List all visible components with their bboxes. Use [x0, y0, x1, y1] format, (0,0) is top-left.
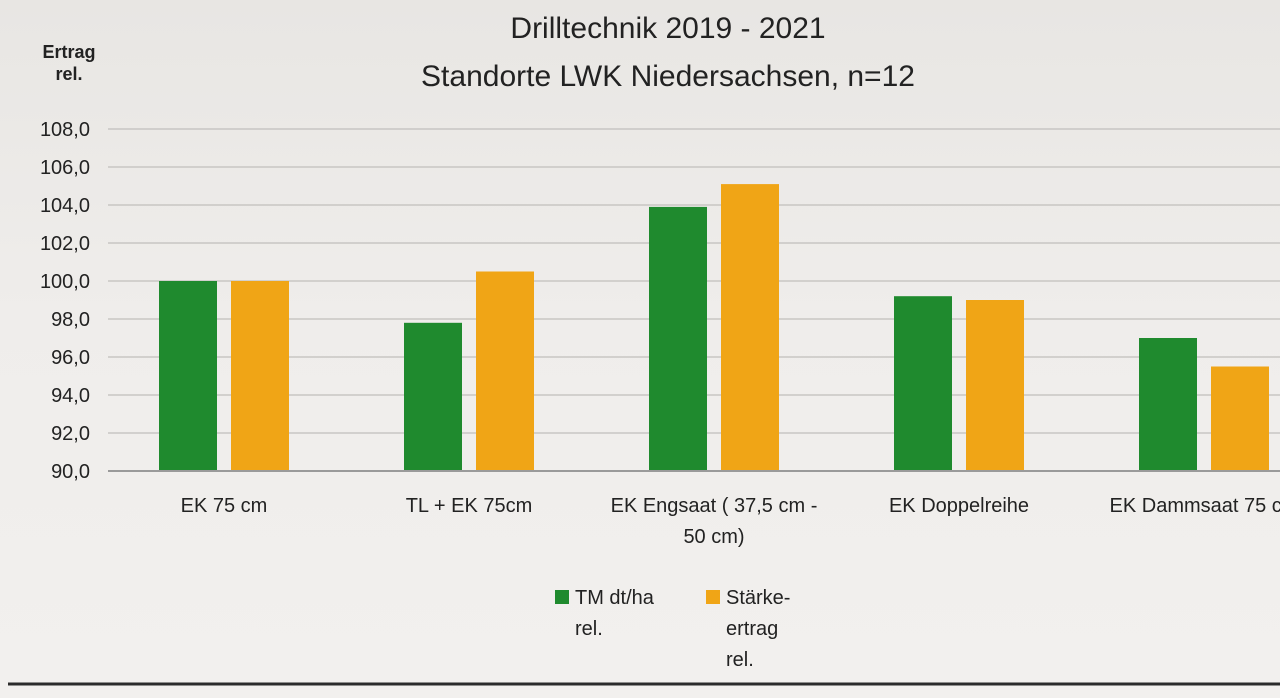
bar-tm	[404, 322, 462, 470]
chart-title: Drilltechnik 2019 - 2021	[510, 12, 825, 45]
legend-label-line: rel.	[575, 618, 603, 640]
y-axis-label: Ertrag rel.	[42, 42, 95, 84]
legend-label: TM dt/ha rel.	[575, 587, 655, 640]
x-tick-label: TL + EK 75cm	[406, 495, 533, 517]
bar-staerke	[476, 271, 534, 470]
x-tick-label: EK Engsaat ( 37,5 cm - 50 cm)	[611, 495, 818, 548]
y-tick-label: 102,0	[40, 233, 90, 255]
legend-label-line: ertrag	[726, 618, 778, 640]
y-axis-label-text: Ertrag rel.	[42, 42, 95, 84]
bar-tm	[159, 281, 217, 470]
y-axis-label-line: rel.	[55, 64, 82, 84]
bar-staerke	[721, 184, 779, 470]
x-tick-label-line: EK 75 cm	[181, 495, 268, 517]
x-tick-label-line: EK Dammsaat 75 cm	[1110, 495, 1280, 517]
legend-label: Stärke-ertrag rel.	[726, 587, 790, 671]
bar-tm	[1139, 338, 1197, 470]
legend-label-line: Stärke-	[726, 587, 790, 609]
x-tick-labels: EK 75 cm TL + EK 75cm EK Engsaat ( 37,5 cm…	[181, 495, 1280, 548]
y-tick-label: 100,0	[40, 271, 90, 293]
y-tick-label: 96,0	[51, 347, 90, 369]
legend: TM dt/ha rel. Stärke-ertrag rel.	[555, 587, 790, 671]
bars	[159, 184, 1269, 470]
legend-swatch	[555, 590, 569, 604]
x-tick-label: EK 75 cm	[181, 495, 268, 517]
bar-staerke	[231, 281, 289, 470]
legend-label-line: rel.	[726, 649, 754, 671]
y-tick-label: 104,0	[40, 195, 90, 217]
y-axis-label-line: Ertrag	[42, 42, 95, 62]
x-tick-label-line: EK Engsaat ( 37,5 cm -	[611, 495, 818, 517]
legend-swatch	[706, 590, 720, 604]
y-tick-label: 108,0	[40, 119, 90, 141]
y-tick-label: 92,0	[51, 423, 90, 445]
chart-subtitle: Standorte LWK Niedersachsen, n=12	[421, 60, 915, 93]
y-tick-label: 94,0	[51, 385, 90, 407]
x-tick-label-line: 50 cm)	[683, 526, 744, 548]
bar-staerke	[966, 300, 1024, 470]
x-tick-label-line: EK Doppelreihe	[889, 495, 1029, 517]
bar-staerke	[1211, 366, 1269, 470]
y-tick-label: 98,0	[51, 309, 90, 331]
y-tick-label: 106,0	[40, 157, 90, 179]
bar-tm	[894, 296, 952, 470]
y-tick-label: 90,0	[51, 461, 90, 483]
x-tick-label: EK Doppelreihe	[889, 495, 1029, 517]
x-tick-label: EK Dammsaat 75 cm	[1110, 495, 1280, 517]
bar-tm	[649, 206, 707, 470]
y-tick-labels: 90,0 92,0 94,0 96,0 98,0 100,0 102,0 104,0 106,0…	[40, 119, 90, 483]
x-tick-label-line: TL + EK 75cm	[406, 495, 533, 517]
legend-label-line: TM dt/ha	[575, 587, 655, 609]
